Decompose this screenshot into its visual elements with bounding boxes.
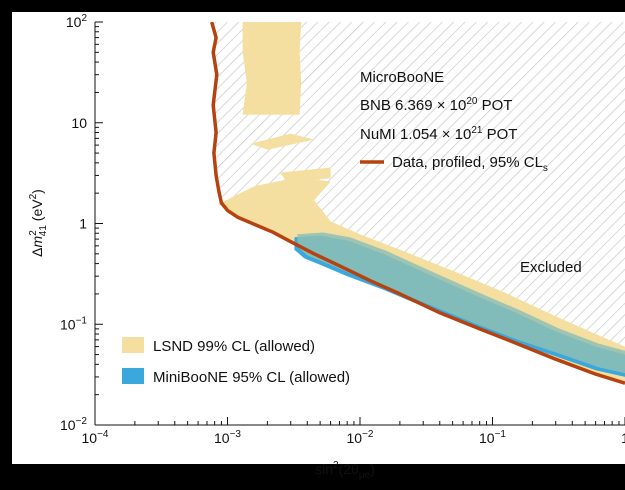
x-tick-label-1: 10−3 (214, 429, 241, 446)
legend-label-lsnd: LSND 99% CL (allowed) (153, 338, 315, 355)
excluded-label: Excluded (520, 259, 582, 276)
legend-label-miniboone: MiniBooNE 95% CL (allowed) (153, 369, 350, 386)
experiment-label: MicroBooNE (360, 69, 444, 86)
legend-swatch-miniboone (122, 368, 144, 384)
numi-pot-label: NuMI 1.054 × 1021 POT (360, 125, 517, 143)
annotations: MicroBooNE BNB 6.369 × 1020 POT NuMI 1.0… (122, 69, 582, 386)
lsnd-region-2 (280, 167, 331, 182)
x-tick-label-2: 10−2 (347, 429, 374, 446)
lsnd-region-1 (250, 133, 315, 150)
y-tick-label-4: 102 (66, 13, 88, 30)
excluded-region (211, 22, 625, 384)
x-tick-label-0: 10−4 (82, 429, 109, 446)
x-tick-label-3: 10−1 (479, 429, 506, 446)
x-tick-label-4: 1 (621, 430, 625, 446)
axes: 10−4 10−3 10−2 10−1 1 10−2 10−1 1 10 102 (60, 13, 625, 446)
y-tick-label-1: 10−1 (60, 315, 87, 332)
lsnd-region-0 (242, 22, 302, 115)
plot-area (210, 22, 625, 385)
miniboone-lsnd-overlap-0 (297, 232, 625, 374)
y-tick-label-2: 1 (79, 216, 87, 232)
legend-swatch-lsnd (122, 337, 144, 353)
bnb-pot-label: BNB 6.369 × 1020 POT (360, 96, 512, 114)
data-contour-line (210, 22, 625, 385)
legend-label-data: Data, profiled, 95% CLs (392, 154, 548, 174)
y-axis-title: Δm241 (eV2) (28, 189, 49, 257)
y-tick-label-3: 10 (71, 115, 87, 131)
y-tick-label-0: 10−2 (60, 416, 87, 433)
y-axis-label: Δm241 (eV2) (28, 189, 49, 257)
